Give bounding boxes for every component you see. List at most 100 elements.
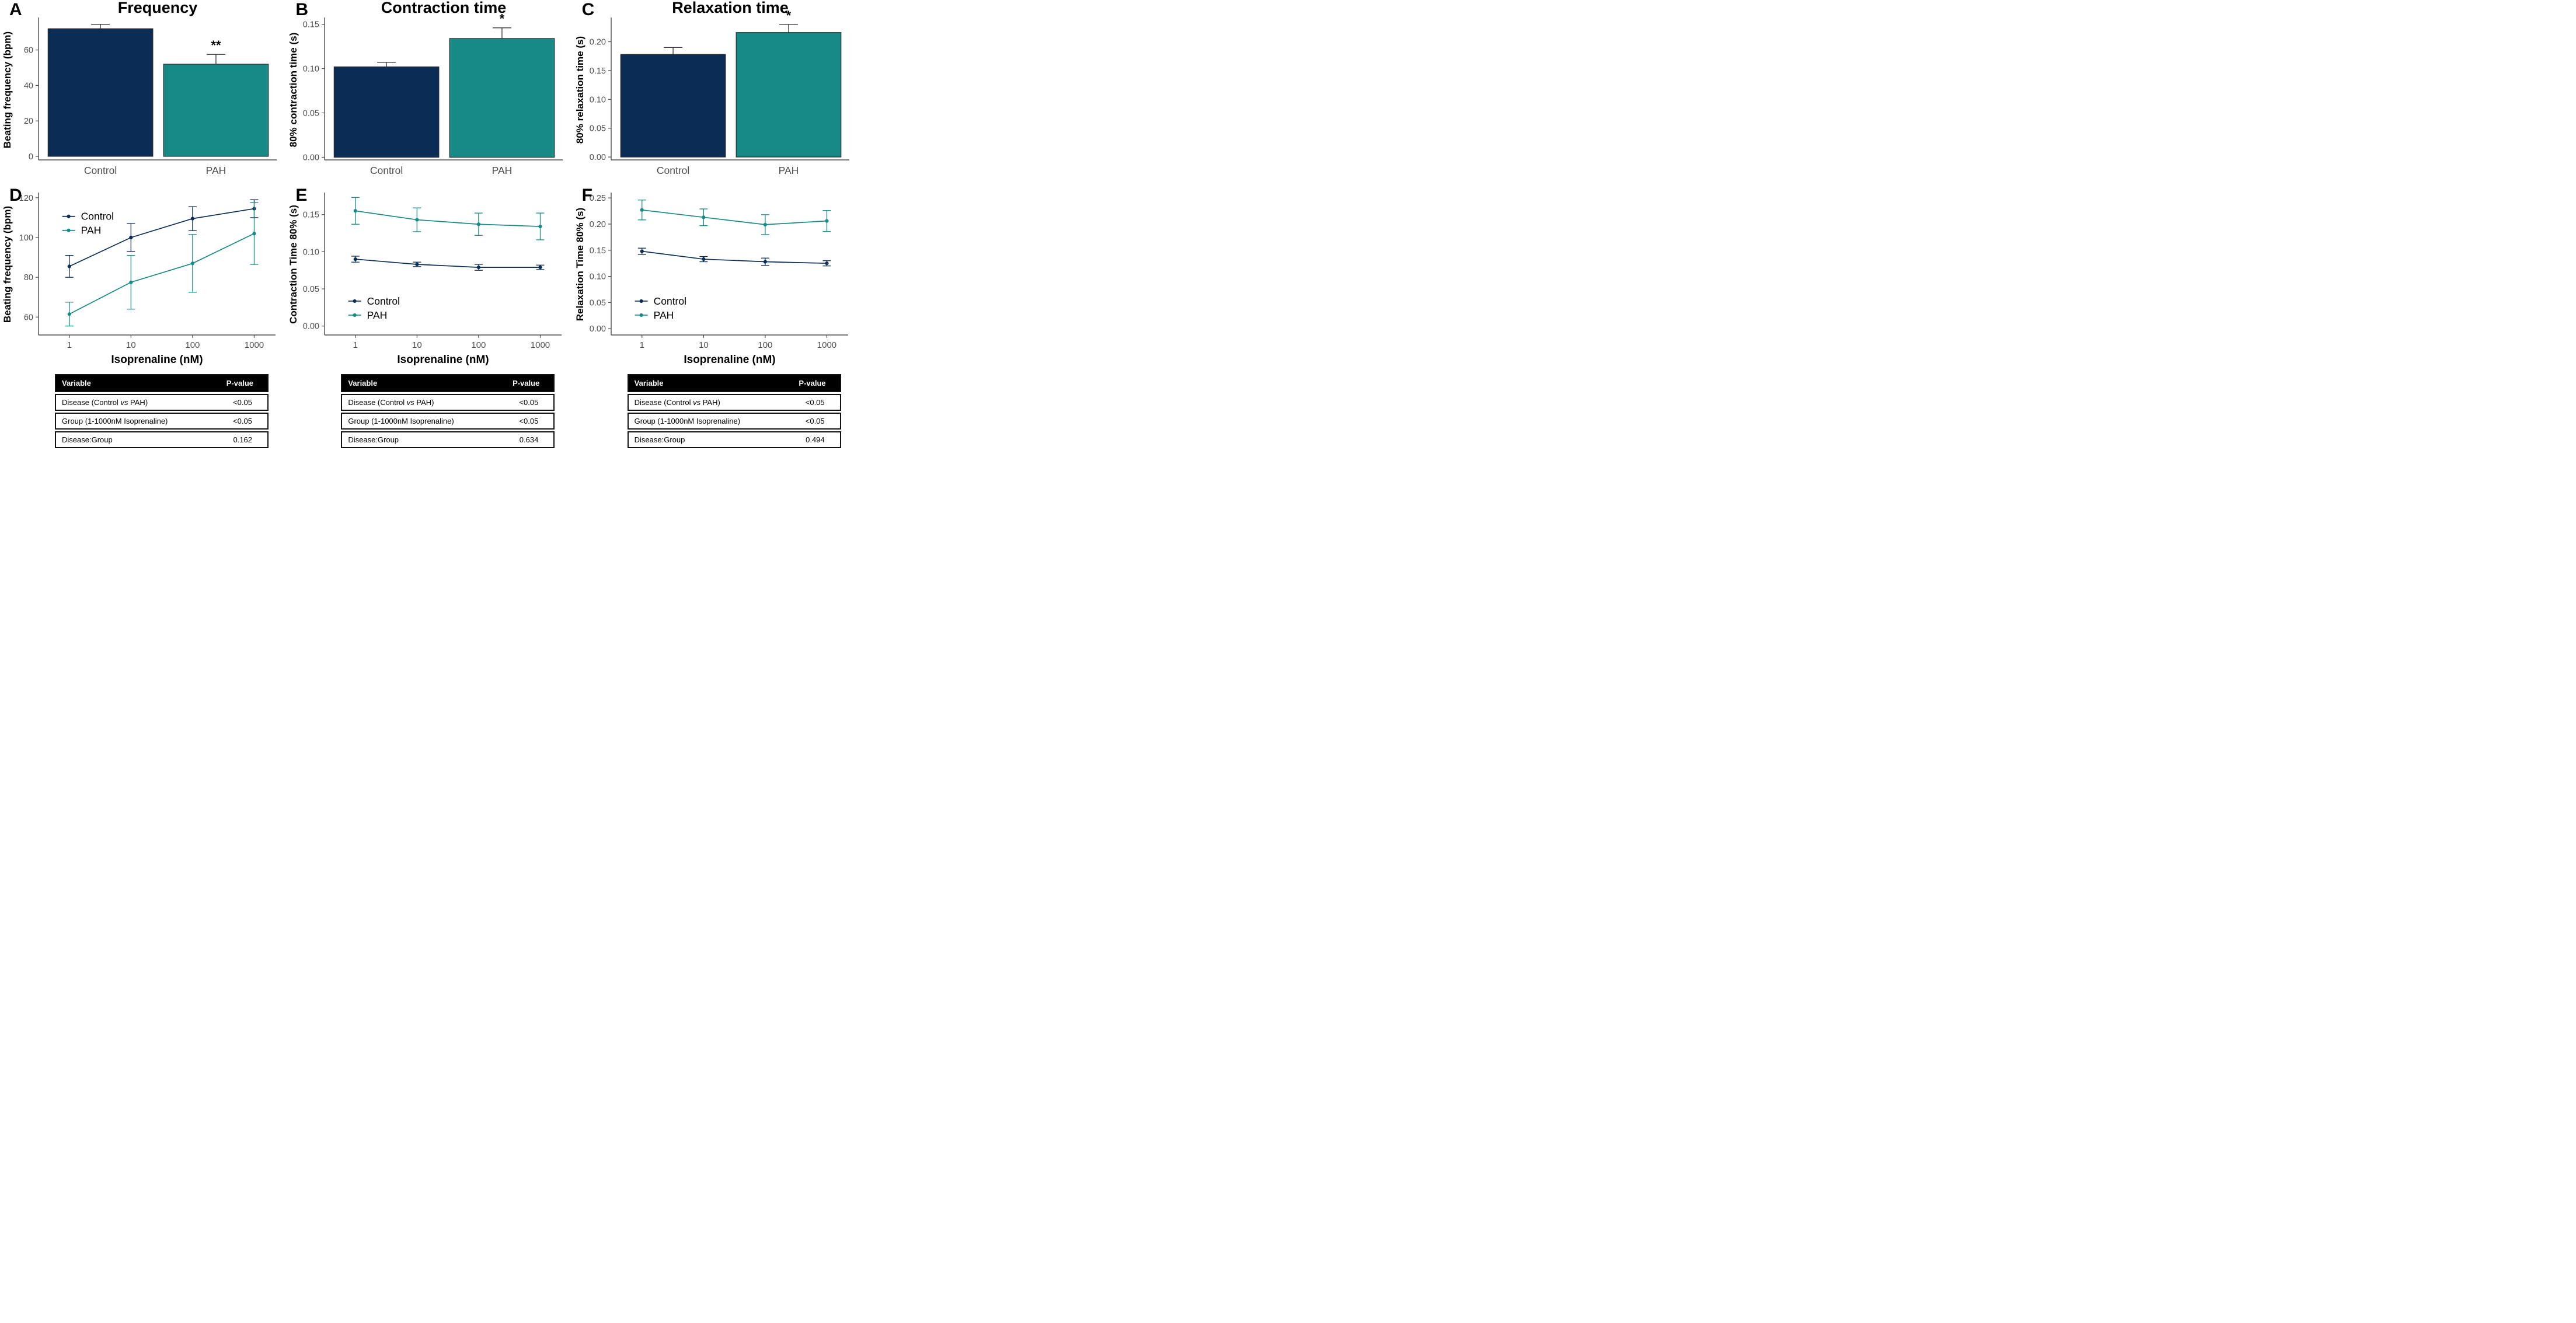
chart-title: Frequency (118, 0, 198, 16)
x-tick-label: 1 (639, 340, 644, 350)
x-tick-label: 10 (699, 340, 709, 350)
data-point-control (67, 264, 71, 268)
pvalue-cell: <0.05 (499, 413, 555, 430)
variable-cell: Disease (Control vs PAH) (55, 394, 213, 411)
y-tick-label: 0.15 (303, 211, 319, 220)
data-point-pah (825, 219, 829, 223)
chart-title: Contraction time (381, 0, 507, 16)
stats-table-f: Variable P-value Disease (Control vs PAH) <… (627, 372, 841, 450)
variable-cell: Group (1-1000nM Isoprenaline) (627, 413, 786, 430)
table-row: Disease (Control vs PAH) <0.05 (627, 394, 841, 411)
column-header-variable: Variable (627, 374, 786, 392)
y-tick-label: 0.10 (303, 65, 319, 74)
variable-cell: Disease:Group (341, 431, 500, 448)
panel-a: A Frequency Beating frequency (bpm) 0 20 40 6… (0, 0, 286, 187)
y-axis-label: Contraction Time 80% (s) (288, 205, 299, 324)
stats-table-body: Disease (Control vs PAH) <0.05 Group (1-10… (55, 394, 269, 448)
pvalue-cell: <0.05 (785, 413, 841, 430)
x-tick-label: 100 (758, 340, 772, 350)
stats-table-wrap-d: Variable P-value Disease (Control vs PAH) <… (55, 372, 286, 450)
pvalue-cell: <0.05 (499, 394, 555, 411)
series-line-pah (355, 210, 541, 227)
y-tick-label: 0 (29, 152, 33, 162)
y-tick-label: 0.00 (303, 153, 319, 162)
panel-e-letter: E (295, 186, 308, 205)
stats-table-d: Variable P-value Disease (Control vs PAH) <… (55, 372, 269, 450)
x-tick-label: 100 (472, 340, 486, 350)
series-line-pah (642, 209, 827, 225)
data-point-pah (640, 208, 644, 212)
pvalue-cell: <0.05 (212, 413, 269, 430)
x-tick-label: 10 (126, 340, 136, 350)
figure-column-3: C Relaxation time 80% relaxation time (s)… (573, 0, 859, 448)
y-axis-label: 80% relaxation time (s) (574, 36, 585, 144)
significance-marker: * (500, 12, 505, 26)
y-tick-label: 0.05 (589, 124, 605, 134)
series-line-control (355, 259, 541, 268)
x-category-label: PAH (492, 165, 513, 176)
table-row: Disease (Control vs PAH) <0.05 (55, 394, 269, 411)
y-axis-label: Beating frequency (bpm) (2, 206, 13, 323)
data-point-control (415, 262, 419, 267)
x-axis-label: Isoprenaline (nM) (398, 354, 489, 366)
variable-vs-italic: vs (406, 398, 414, 407)
y-tick-label: 0.15 (589, 246, 605, 256)
data-point-pah (538, 224, 542, 229)
table-row: Disease:Group 0.634 (341, 431, 555, 448)
stats-table-header-row: Variable P-value (55, 374, 269, 392)
column-header-variable: Variable (55, 374, 213, 392)
panel-a-letter: A (9, 0, 22, 19)
table-row: Group (1-1000nM Isoprenaline) <0.05 (627, 413, 841, 430)
y-tick-label: 120 (19, 194, 33, 203)
legend-marker-dot-pah (353, 313, 357, 317)
x-category-label: PAH (206, 165, 226, 176)
y-tick-label: 40 (24, 81, 33, 90)
y-tick-label: 0.20 (589, 220, 605, 229)
table-row: Disease (Control vs PAH) <0.05 (341, 394, 555, 411)
series-line-control (642, 250, 827, 264)
table-row: Group (1-1000nM Isoprenaline) <0.05 (55, 413, 269, 430)
stats-table-header: Variable P-value (341, 374, 555, 392)
x-tick-label: 100 (185, 340, 200, 350)
variable-cell: Group (1-1000nM Isoprenaline) (55, 413, 213, 430)
variable-cell: Disease (Control vs PAH) (627, 394, 786, 411)
series-line-pah (69, 233, 255, 315)
y-axis-label: Beating frequency (bpm) (2, 32, 13, 148)
legend-label-pah: PAH (367, 309, 388, 321)
column-header-pvalue: P-value (785, 374, 841, 392)
data-point-control (640, 249, 644, 253)
variable-cell: Group (1-1000nM Isoprenaline) (341, 413, 500, 430)
pvalue-cell: <0.05 (212, 394, 269, 411)
x-tick-label: 1 (353, 340, 358, 350)
stats-table-wrap-f: Variable P-value Disease (Control vs PAH) <… (627, 372, 859, 450)
data-point-pah (477, 222, 481, 226)
data-point-pah (763, 222, 767, 226)
panel-d: D Beating frequency (bpm) 60 80 100 120 1 10 10… (0, 187, 286, 450)
legend-marker-dot-control (353, 299, 357, 303)
y-tick-label: 0.05 (303, 109, 319, 118)
y-tick-label: 0.05 (303, 285, 319, 294)
column-header-pvalue: P-value (212, 374, 269, 392)
y-tick-label: 80 (24, 273, 33, 282)
legend-label-pah: PAH (81, 225, 102, 236)
bar-control (334, 66, 440, 158)
data-point-control (825, 261, 829, 266)
y-tick-label: 0.10 (589, 95, 605, 104)
panel-c-chart: Relaxation time 80% relaxation time (s) 0.… (574, 0, 849, 176)
panel-f: F Relaxation Time 80% (s) 0.00 0.05 0.10 0.1… (573, 187, 859, 450)
table-row: Group (1-1000nM Isoprenaline) <0.05 (341, 413, 555, 430)
x-category-label: Control (370, 165, 403, 176)
bar-pah (449, 38, 555, 158)
stats-table-header-row: Variable P-value (627, 374, 841, 392)
panel-b: B Contraction time 80% contraction time (… (286, 0, 572, 187)
y-axis-label: Relaxation Time 80% (s) (574, 208, 585, 321)
y-tick-label: 0.00 (589, 153, 605, 162)
table-row: Disease:Group 0.162 (55, 431, 269, 448)
panel-c: C Relaxation time 80% relaxation time (s)… (573, 0, 859, 187)
x-axis-label: Isoprenaline (nM) (111, 354, 203, 366)
variable-vs-italic: vs (120, 398, 128, 407)
panel-f-letter: F (581, 186, 592, 205)
significance-marker: * (786, 8, 791, 23)
stats-table-header: Variable P-value (55, 374, 269, 392)
